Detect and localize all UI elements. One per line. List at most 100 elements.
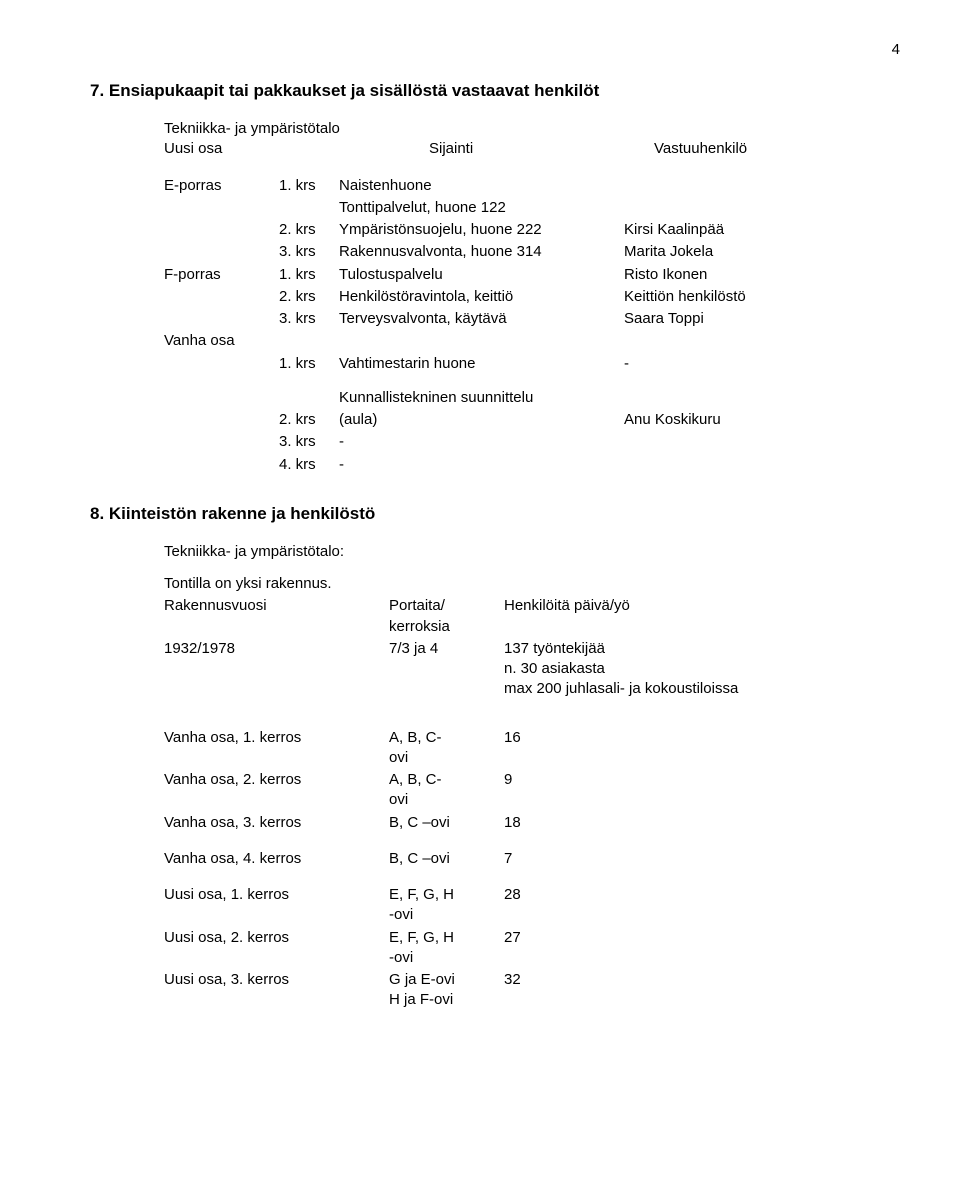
room-desc: Kunnallistekninen suunnittelu: [339, 388, 624, 408]
person: Saara Toppi: [624, 309, 900, 329]
entrance-suunnittelu-row: 4. krs -: [164, 455, 900, 475]
person: [624, 432, 900, 452]
door-row: Uusi osa, 2. kerros E, F, G, H -ovi 27: [164, 928, 900, 969]
person: Kirsi Kaalinpää: [624, 220, 900, 240]
entrance-suunnittelu-row: Kunnallistekninen suunnittelu: [164, 388, 900, 408]
person: -: [624, 354, 900, 374]
person: Marita Jokela: [624, 242, 900, 262]
data-c3-line1: 137 työntekijää: [504, 639, 900, 659]
entrance-vanha-row: Vanha osa: [164, 331, 900, 351]
door-ovi-line1: E, F, G, H: [389, 885, 504, 905]
tontilla-text: Tontilla on yksi rakennus.: [164, 574, 900, 594]
door-ovi-line2: ovi: [389, 790, 504, 810]
floor-label: 2. krs: [279, 220, 339, 240]
door-ovi-line1: B, C –ovi: [389, 849, 504, 869]
person: Risto Ikonen: [624, 265, 900, 285]
rakennusvuosi-header: Rakennusvuosi Portaita/ kerroksia Henkil…: [164, 596, 900, 637]
section7-subtitle: Tekniikka- ja ympäristötalo: [164, 119, 900, 139]
header-c2-line1: Portaita/: [389, 596, 504, 616]
door-ovi-line1: E, F, G, H: [389, 928, 504, 948]
door-count: 28: [504, 885, 564, 926]
entrance-e-row: E-porras 1. krs Naistenhuone: [164, 176, 900, 196]
data-c3-line2: n. 30 asiakasta: [504, 659, 900, 679]
floor-label: 2. krs: [279, 410, 339, 430]
section7-heading: 7. Ensiapukaapit tai pakkaukset ja sisäl…: [90, 80, 900, 103]
entrance-f-row: 3. krs Terveysvalvonta, käytävä Saara To…: [164, 309, 900, 329]
door-row: Uusi osa, 1. kerros E, F, G, H -ovi 28: [164, 885, 900, 926]
header-c1: Rakennusvuosi: [164, 596, 389, 637]
floor-label: 4. krs: [279, 455, 339, 475]
door-loc: Uusi osa, 3. kerros: [164, 970, 389, 1011]
floor-label: 1. krs: [279, 176, 339, 196]
door-row: Vanha osa, 4. kerros B, C –ovi 7: [164, 849, 900, 869]
person: [624, 388, 900, 408]
header-c2-line2: kerroksia: [389, 617, 504, 637]
door-count: 7: [504, 849, 564, 869]
col-header-right: Vastuuhenkilö: [654, 139, 747, 159]
entrance-label: E-porras: [164, 176, 279, 196]
person: [624, 455, 900, 475]
floor-label: 3. krs: [279, 309, 339, 329]
door-count: 9: [504, 770, 564, 811]
entrance-f-row: F-porras 1. krs Tulostuspalvelu Risto Ik…: [164, 265, 900, 285]
page-number: 4: [90, 40, 900, 60]
room-desc: Naistenhuone: [339, 176, 624, 196]
door-count: 18: [504, 813, 564, 833]
door-loc: Uusi osa, 1. kerros: [164, 885, 389, 926]
room-desc: Tulostuspalvelu: [339, 265, 624, 285]
section8-heading: 8. Kiinteistön rakenne ja henkilöstö: [90, 503, 900, 526]
room-desc: Tonttipalvelut, huone 122: [339, 198, 624, 218]
door-loc: Uusi osa, 2. kerros: [164, 928, 389, 969]
floor-label: 3. krs: [279, 432, 339, 452]
entrance-e-row: 2. krs Ympäristönsuojelu, huone 222 Kirs…: [164, 220, 900, 240]
room-desc: -: [339, 455, 624, 475]
door-loc: Vanha osa, 1. kerros: [164, 728, 389, 769]
entrance-label: F-porras: [164, 265, 279, 285]
section8-subtitle: Tekniikka- ja ympäristötalo:: [164, 542, 900, 562]
entrance-vanha-row: 1. krs Vahtimestarin huone -: [164, 354, 900, 374]
floor-label: 1. krs: [279, 265, 339, 285]
person: Anu Koskikuru: [624, 410, 900, 430]
door-ovi-line2: -ovi: [389, 905, 504, 925]
floor-label: 3. krs: [279, 242, 339, 262]
door-ovi-line1: A, B, C-: [389, 770, 504, 790]
room-desc: Henkilöstöravintola, keittiö: [339, 287, 624, 307]
door-count: 16: [504, 728, 564, 769]
entrance-label: Vanha osa: [164, 331, 279, 351]
data-c3-line3: max 200 juhlasali- ja kokoustiloissa: [504, 679, 900, 699]
entrance-suunnittelu-row: 3. krs -: [164, 432, 900, 452]
room-desc: Vahtimestarin huone: [339, 354, 624, 374]
door-count: 32: [504, 970, 564, 1011]
door-loc: Vanha osa, 3. kerros: [164, 813, 389, 833]
door-ovi-line2: ovi: [389, 748, 504, 768]
door-ovi-line1: B, C –ovi: [389, 813, 504, 833]
door-ovi-line2: H ja F-ovi: [389, 990, 504, 1010]
room-desc: (aula): [339, 410, 624, 430]
room-desc: -: [339, 432, 624, 452]
door-row: Vanha osa, 1. kerros A, B, C- ovi 16: [164, 728, 900, 769]
floor-label: [279, 198, 339, 218]
room-desc: Terveysvalvonta, käytävä: [339, 309, 624, 329]
entrance-f-row: 2. krs Henkilöstöravintola, keittiö Keit…: [164, 287, 900, 307]
room-desc: Rakennusvalvonta, huone 314: [339, 242, 624, 262]
person: [624, 176, 900, 196]
data-c2: 7/3 ja 4: [389, 639, 504, 700]
col-header-mid: Sijainti: [429, 139, 654, 159]
floor-label: 2. krs: [279, 287, 339, 307]
entrance-suunnittelu-row: 2. krs (aula) Anu Koskikuru: [164, 410, 900, 430]
entrance-e-row: Tonttipalvelut, huone 122: [164, 198, 900, 218]
rakennusvuosi-data: 1932/1978 7/3 ja 4 137 työntekijää n. 30…: [164, 639, 900, 700]
door-ovi-line2: -ovi: [389, 948, 504, 968]
person: [624, 198, 900, 218]
door-row: Vanha osa, 3. kerros B, C –ovi 18: [164, 813, 900, 833]
floor-label: [279, 388, 339, 408]
door-row: Uusi osa, 3. kerros G ja E-ovi H ja F-ov…: [164, 970, 900, 1011]
data-c1: 1932/1978: [164, 639, 389, 700]
header-c3: Henkilöitä päivä/yö: [504, 596, 900, 637]
floor-label: 1. krs: [279, 354, 339, 374]
col-header-left: Uusi osa: [164, 139, 429, 159]
door-loc: Vanha osa, 2. kerros: [164, 770, 389, 811]
person: Keittiön henkilöstö: [624, 287, 900, 307]
room-desc: Ympäristönsuojelu, huone 222: [339, 220, 624, 240]
door-row: Vanha osa, 2. kerros A, B, C- ovi 9: [164, 770, 900, 811]
